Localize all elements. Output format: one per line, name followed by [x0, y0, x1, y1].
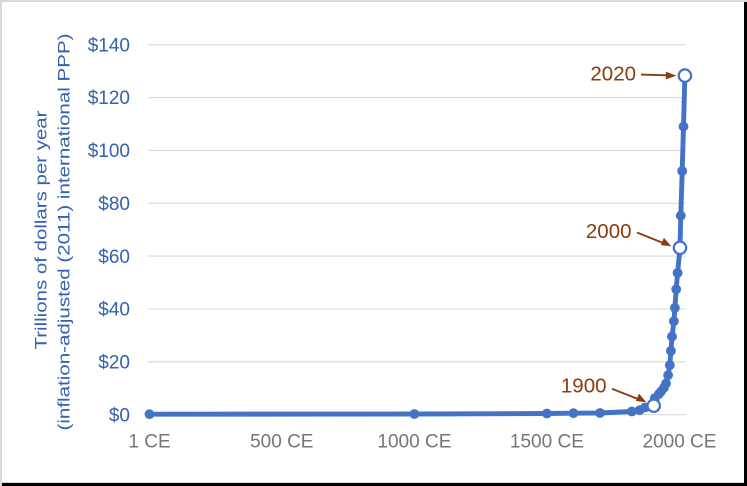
svg-text:$140: $140 [88, 35, 130, 56]
svg-text:2000: 2000 [586, 220, 632, 243]
svg-text:1000 CE: 1000 CE [377, 432, 451, 453]
svg-text:$80: $80 [98, 194, 130, 215]
svg-text:$0: $0 [109, 405, 130, 426]
svg-text:$120: $120 [88, 88, 130, 109]
svg-text:1900: 1900 [561, 375, 607, 398]
svg-text:Trillions of dollars per year: Trillions of dollars per year [32, 110, 50, 350]
svg-text:2000 CE: 2000 CE [643, 432, 717, 453]
svg-text:$20: $20 [98, 352, 130, 373]
svg-text:1500 CE: 1500 CE [510, 432, 584, 453]
svg-text:2020: 2020 [590, 63, 636, 86]
svg-text:$100: $100 [88, 141, 130, 162]
svg-text:$60: $60 [98, 247, 130, 268]
svg-text:$40: $40 [98, 300, 130, 321]
svg-text:1 CE: 1 CE [128, 432, 170, 453]
svg-text:500 CE: 500 CE [250, 432, 313, 453]
svg-text:(inflation-adjusted (2011) int: (inflation-adjusted (2011) international… [55, 34, 73, 431]
